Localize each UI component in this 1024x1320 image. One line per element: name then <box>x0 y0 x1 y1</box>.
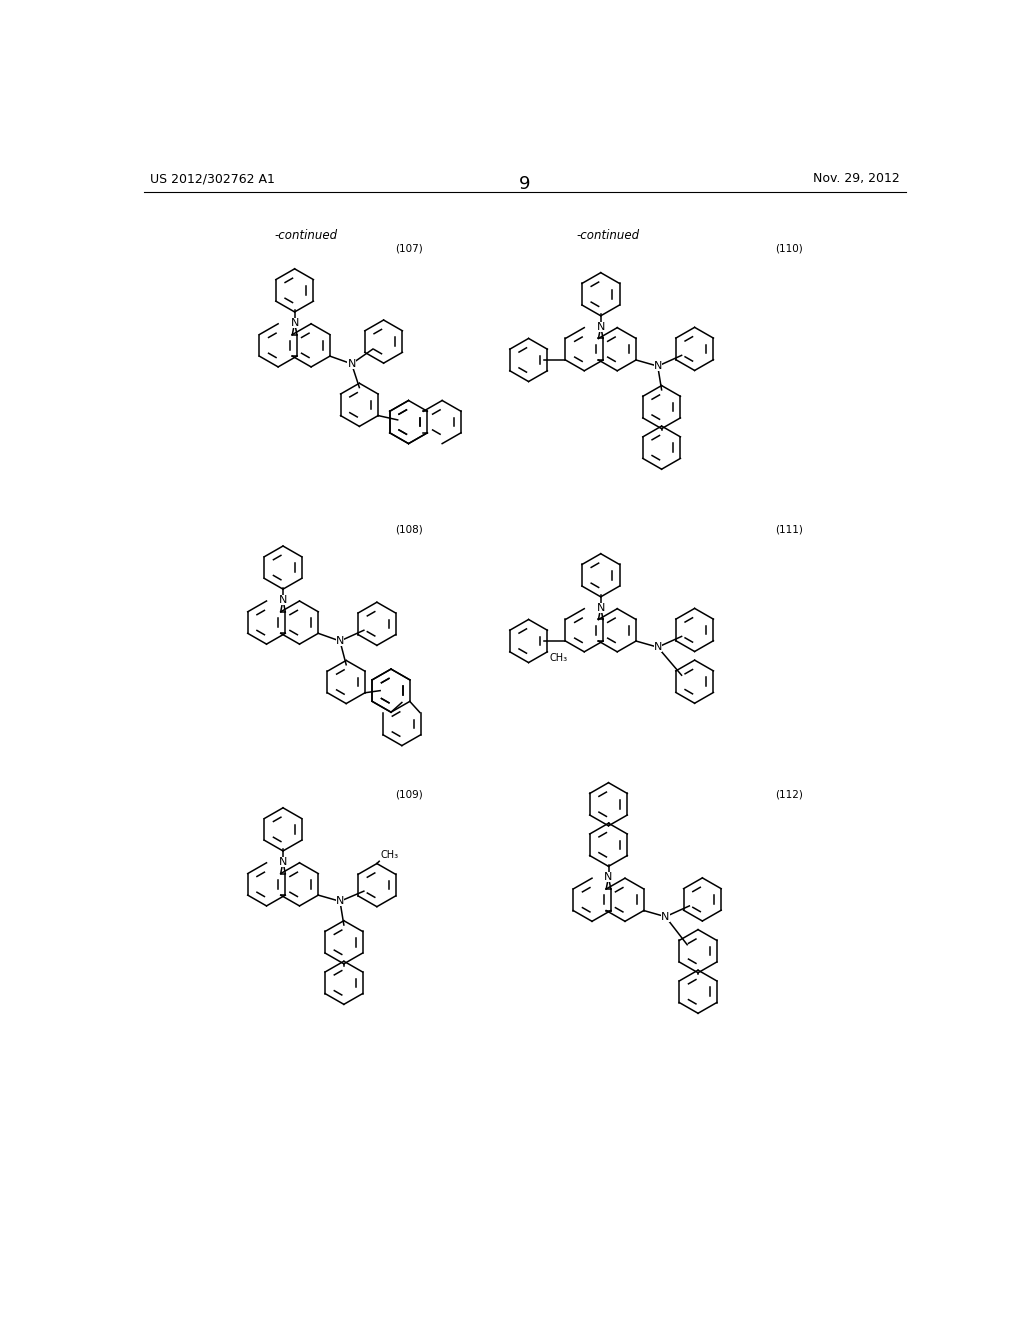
Text: (111): (111) <box>775 524 803 535</box>
Text: (110): (110) <box>775 243 803 253</box>
Text: US 2012/302762 A1: US 2012/302762 A1 <box>150 173 274 185</box>
Text: 9: 9 <box>519 174 530 193</box>
Text: -continued: -continued <box>274 230 338 243</box>
Text: N: N <box>662 912 670 921</box>
Text: N: N <box>347 359 355 368</box>
Text: Nov. 29, 2012: Nov. 29, 2012 <box>813 173 900 185</box>
Text: -continued: -continued <box>577 230 640 243</box>
Text: N: N <box>597 322 605 331</box>
Text: N: N <box>604 873 612 882</box>
Text: N: N <box>653 643 662 652</box>
Text: N: N <box>279 595 287 605</box>
Text: N: N <box>336 636 344 645</box>
Text: N: N <box>279 857 287 867</box>
Text: CH₃: CH₃ <box>549 653 567 663</box>
Text: (109): (109) <box>395 789 423 800</box>
Text: (108): (108) <box>395 524 423 535</box>
Text: N: N <box>597 603 605 612</box>
Text: N: N <box>336 896 344 907</box>
Text: N: N <box>291 318 299 327</box>
Text: (107): (107) <box>395 243 423 253</box>
Text: (112): (112) <box>775 789 803 800</box>
Text: CH₃: CH₃ <box>381 850 399 859</box>
Text: N: N <box>653 362 662 371</box>
